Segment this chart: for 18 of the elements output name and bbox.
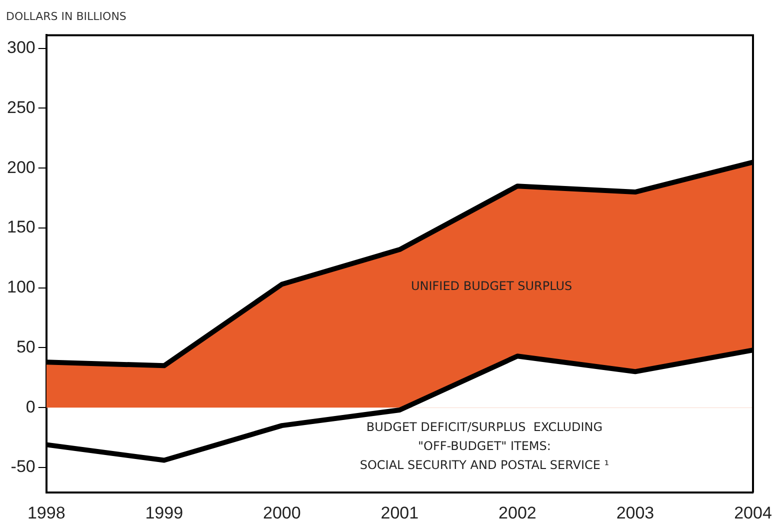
annotation: UNIFIED BUDGET SURPLUS (410, 278, 572, 293)
y-tick-label: 200 (6, 158, 36, 177)
x-tick-label: 1999 (145, 503, 184, 522)
x-tick-label: 2000 (262, 503, 301, 522)
x-tick-label: 2004 (734, 503, 772, 522)
y-tick-label: 300 (6, 38, 36, 58)
y-tick-label: 250 (6, 98, 36, 117)
y-tick-label: 50 (16, 337, 36, 356)
x-tick-label: 2001 (380, 503, 419, 522)
y-tick-label: 100 (6, 278, 36, 297)
y-axis-title: DOLLARS IN BILLIONS (6, 10, 126, 23)
x-tick-label: 2003 (616, 503, 654, 522)
x-tick-label: 1998 (27, 503, 66, 522)
y-tick-label: 150 (6, 218, 36, 237)
y-tick-label: 0 (26, 397, 36, 416)
y-tick-label: -50 (10, 457, 36, 476)
annotation: BUDGET DEFICIT/SURPLUS EXCLUDING "OFF-BUDGET" ITEMS: SOCIAL SECURITY AND POSTAL SERVICE ¹ (360, 420, 610, 472)
x-tick-label: 2002 (498, 503, 536, 522)
